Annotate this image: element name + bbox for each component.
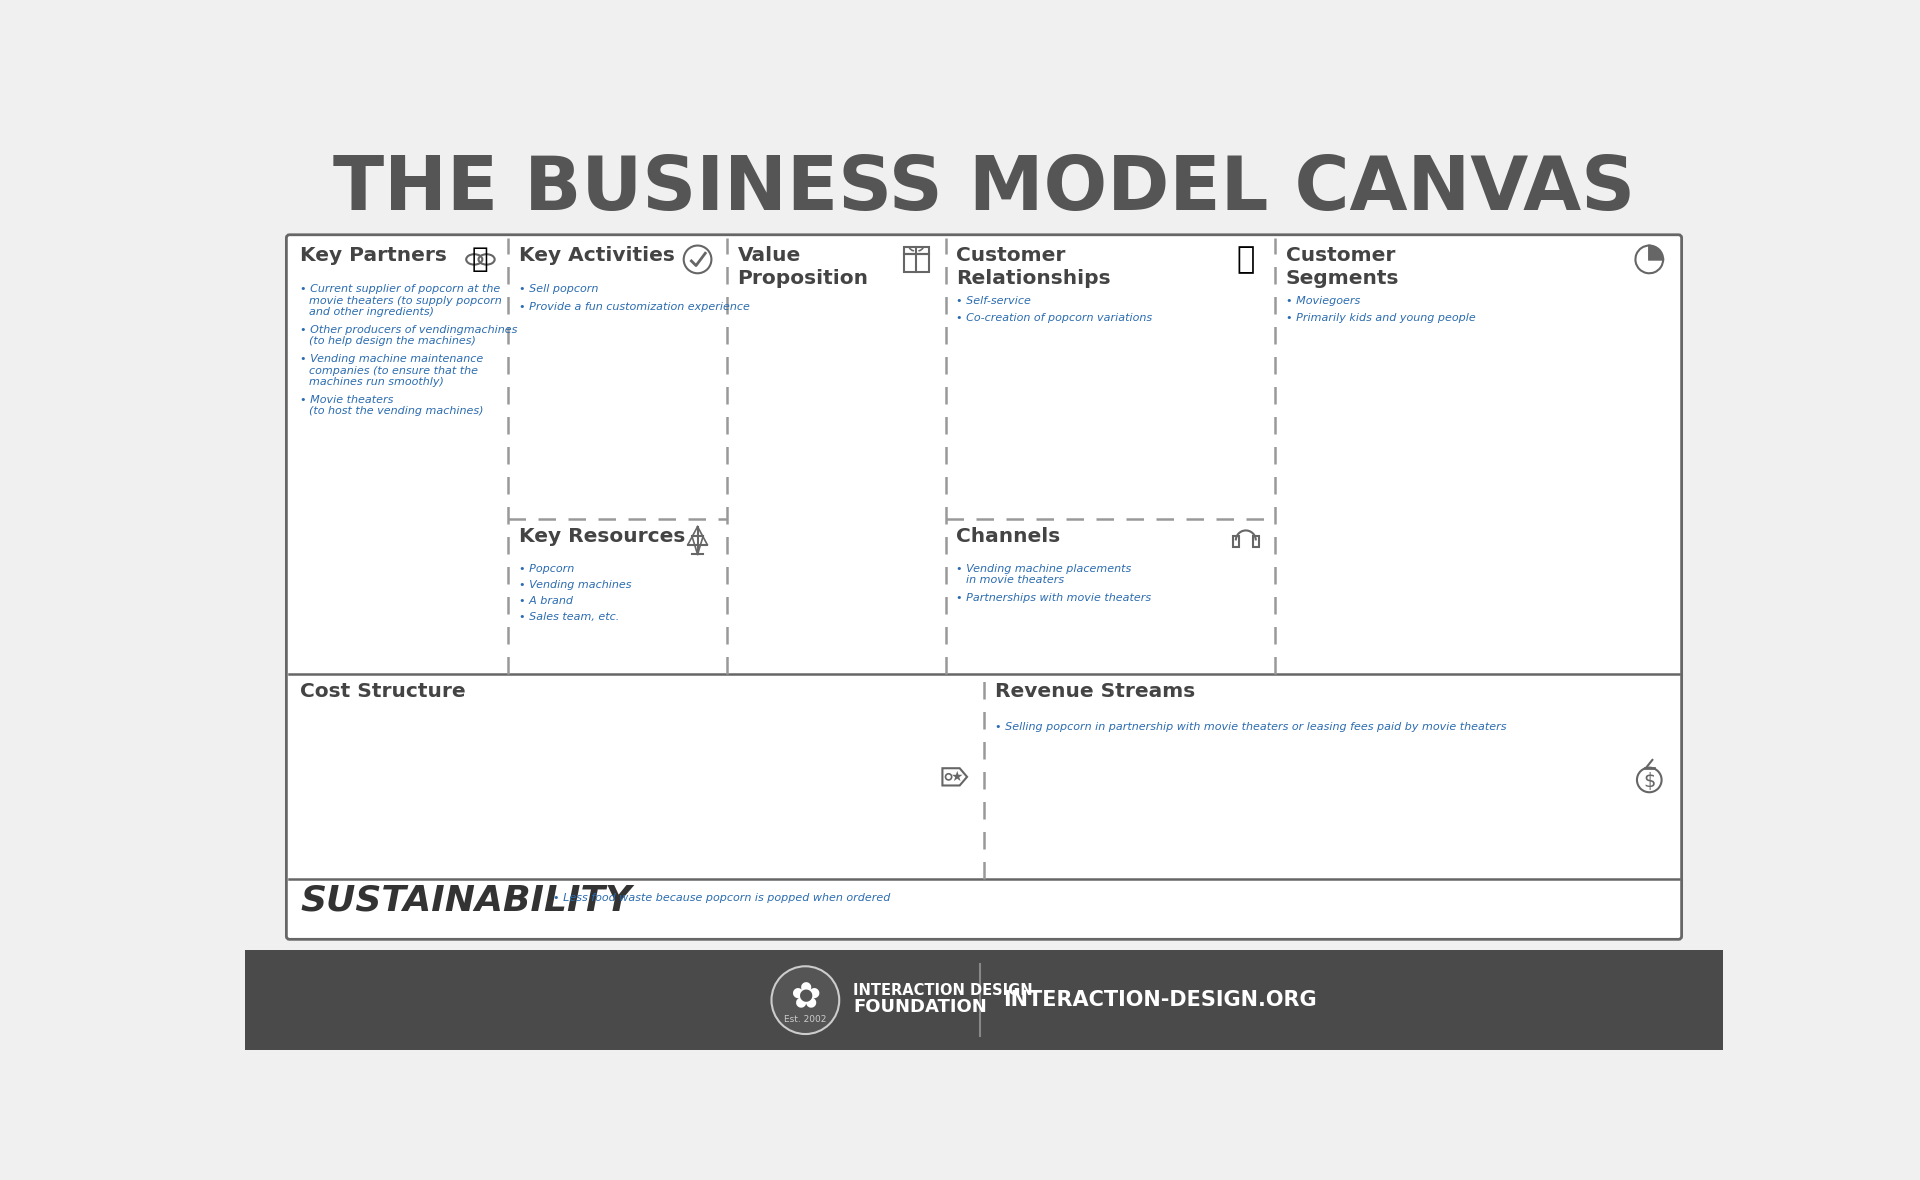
Text: • Popcorn: • Popcorn <box>518 564 574 573</box>
Text: ★: ★ <box>950 769 962 784</box>
Bar <box>1233 536 1238 546</box>
Text: • Provide a fun customization experience: • Provide a fun customization experience <box>518 302 751 312</box>
Text: • Primarily kids and young people: • Primarily kids and young people <box>1286 314 1476 323</box>
Text: in movie theaters: in movie theaters <box>966 575 1064 585</box>
Text: • Selling popcorn in partnership with movie theaters or leasing fees paid by mov: • Selling popcorn in partnership with mo… <box>995 722 1507 732</box>
Wedge shape <box>1649 245 1663 260</box>
Text: • Moviegoers: • Moviegoers <box>1286 296 1359 306</box>
Text: • Vending machines: • Vending machines <box>518 579 632 590</box>
Text: • Current supplier of popcorn at the: • Current supplier of popcorn at the <box>300 284 501 294</box>
Text: 🤝: 🤝 <box>472 245 490 274</box>
Text: • Other producers of vendingmachines: • Other producers of vendingmachines <box>300 324 518 335</box>
Text: Key Partners: Key Partners <box>300 245 447 264</box>
Ellipse shape <box>772 966 839 1034</box>
Text: and other ingredients): and other ingredients) <box>309 307 434 317</box>
Text: • A brand: • A brand <box>518 596 572 605</box>
Bar <box>246 950 1722 1050</box>
Text: • Sales team, etc.: • Sales team, etc. <box>518 612 618 622</box>
Text: • Co-creation of popcorn variations: • Co-creation of popcorn variations <box>956 314 1152 323</box>
Bar <box>904 255 929 271</box>
Text: Key Resources: Key Resources <box>518 526 685 545</box>
Bar <box>904 247 929 255</box>
Text: companies (to ensure that the: companies (to ensure that the <box>309 366 478 375</box>
Text: • Vending machine placements: • Vending machine placements <box>956 564 1131 573</box>
Text: machines run smoothly): machines run smoothly) <box>309 378 444 387</box>
Text: FOUNDATION: FOUNDATION <box>852 998 987 1016</box>
Text: Revenue Streams: Revenue Streams <box>995 682 1194 701</box>
Text: Channels: Channels <box>956 526 1060 545</box>
Text: 👍: 👍 <box>1236 245 1256 274</box>
Text: THE BUSINESS MODEL CANVAS: THE BUSINESS MODEL CANVAS <box>332 153 1636 225</box>
Text: • Self-service: • Self-service <box>956 296 1031 306</box>
Text: • Partnerships with movie theaters: • Partnerships with movie theaters <box>956 592 1152 603</box>
Text: • Vending machine maintenance: • Vending machine maintenance <box>300 354 484 365</box>
Text: • Sell popcorn: • Sell popcorn <box>518 284 599 294</box>
Text: ✿: ✿ <box>791 981 820 1015</box>
Text: Cost Structure: Cost Structure <box>300 682 467 701</box>
Text: movie theaters (to supply popcorn: movie theaters (to supply popcorn <box>309 296 503 306</box>
Text: INTERACTION DESIGN: INTERACTION DESIGN <box>852 983 1033 998</box>
Text: • Movie theaters: • Movie theaters <box>300 395 394 405</box>
Text: SUSTAINABILITY: SUSTAINABILITY <box>300 884 632 918</box>
Text: 📋: 📋 <box>1062 237 1354 708</box>
Text: INTERACTION-DESIGN.ORG: INTERACTION-DESIGN.ORG <box>1004 990 1317 1010</box>
Text: $: $ <box>1644 772 1655 791</box>
Text: (to help design the machines): (to help design the machines) <box>309 336 476 347</box>
FancyBboxPatch shape <box>286 235 1682 939</box>
Text: (to host the vending machines): (to host the vending machines) <box>309 406 484 417</box>
Text: Est. 2002: Est. 2002 <box>783 1015 826 1024</box>
Bar <box>1252 536 1260 546</box>
Text: Key Activities: Key Activities <box>518 245 674 264</box>
Text: • Less food waste because popcorn is popped when ordered: • Less food waste because popcorn is pop… <box>553 893 891 903</box>
Text: Value
Proposition: Value Proposition <box>737 245 868 288</box>
Text: Customer
Segments: Customer Segments <box>1286 245 1400 288</box>
Text: Customer
Relationships: Customer Relationships <box>956 245 1112 288</box>
